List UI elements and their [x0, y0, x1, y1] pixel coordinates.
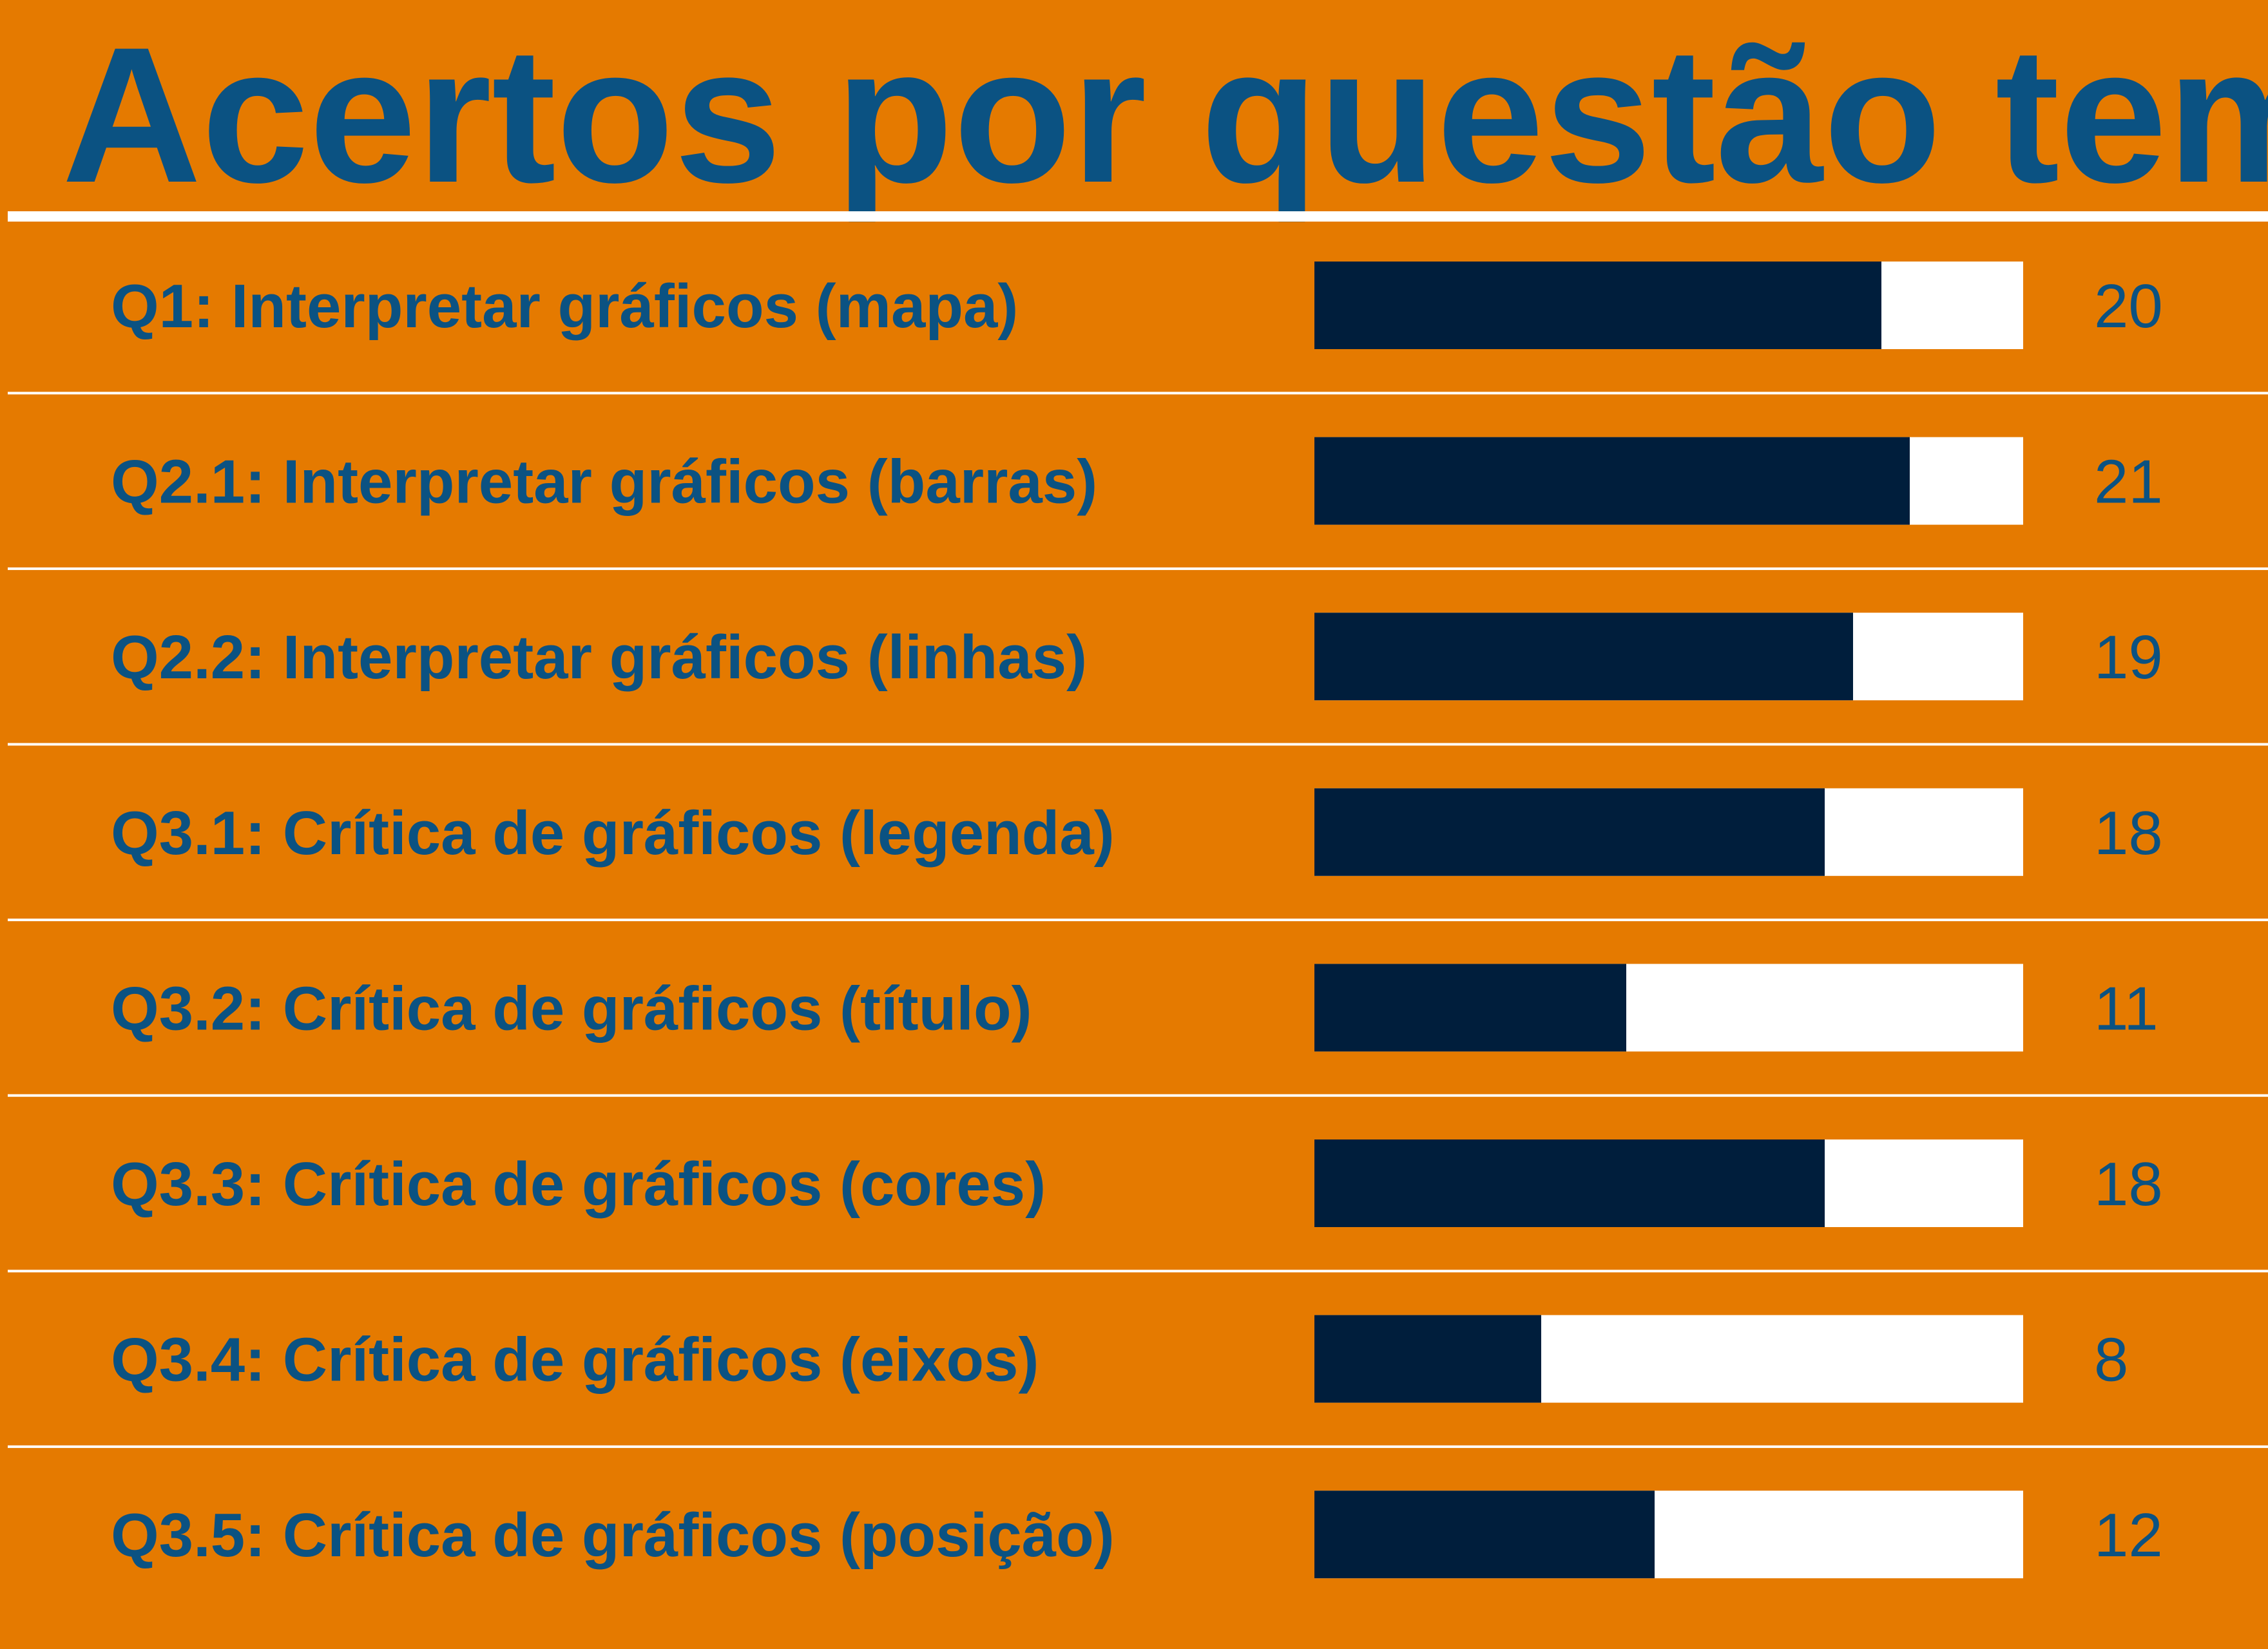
value-label: 18	[2094, 1150, 2163, 1219]
row-separator	[8, 743, 2268, 746]
value-label: 20	[2094, 272, 2163, 341]
category-label: Q3.1: Crítica de gráficos (legenda)	[111, 799, 1115, 868]
bar	[1314, 1491, 1655, 1579]
chart-title: Acertos por questão temática	[62, 6, 2268, 224]
bar	[1314, 262, 1881, 349]
row-separator	[8, 392, 2268, 395]
row-separator	[8, 1094, 2268, 1097]
value-label: 18	[2094, 799, 2163, 868]
bar-rows: Q1: Interpretar gráficos (mapa) 20 Q2.1: I…	[8, 262, 2268, 1579]
bar	[1314, 788, 1825, 876]
bar	[1314, 1139, 1825, 1227]
bar	[1314, 437, 1910, 525]
bar	[1314, 964, 1626, 1052]
value-label: 11	[2094, 974, 2158, 1043]
bar	[1314, 613, 1853, 701]
value-label: 19	[2094, 623, 2163, 692]
category-label: Q2.2: Interpretar gráficos (linhas)	[111, 623, 1087, 692]
category-label: Q3.4: Crítica de gráficos (eixos)	[111, 1326, 1039, 1395]
category-label: Q3.2: Crítica de gráficos (título)	[111, 974, 1032, 1043]
title-underline	[8, 211, 2268, 222]
row-separator	[8, 1270, 2268, 1273]
value-label: 21	[2094, 448, 2163, 517]
bar	[1314, 1315, 1541, 1403]
row-separator	[8, 919, 2268, 922]
value-label: 12	[2094, 1501, 2163, 1570]
category-label: Q3.3: Crítica de gráficos (cores)	[111, 1150, 1046, 1219]
category-label: Q3.5: Crítica de gráficos (posição)	[111, 1501, 1115, 1570]
category-label: Q1: Interpretar gráficos (mapa)	[111, 272, 1018, 341]
category-label: Q2.1: Interpretar gráficos (barras)	[111, 448, 1097, 517]
row-separator	[8, 1445, 2268, 1448]
value-label: 8	[2094, 1326, 2128, 1395]
row-separator	[8, 567, 2268, 570]
